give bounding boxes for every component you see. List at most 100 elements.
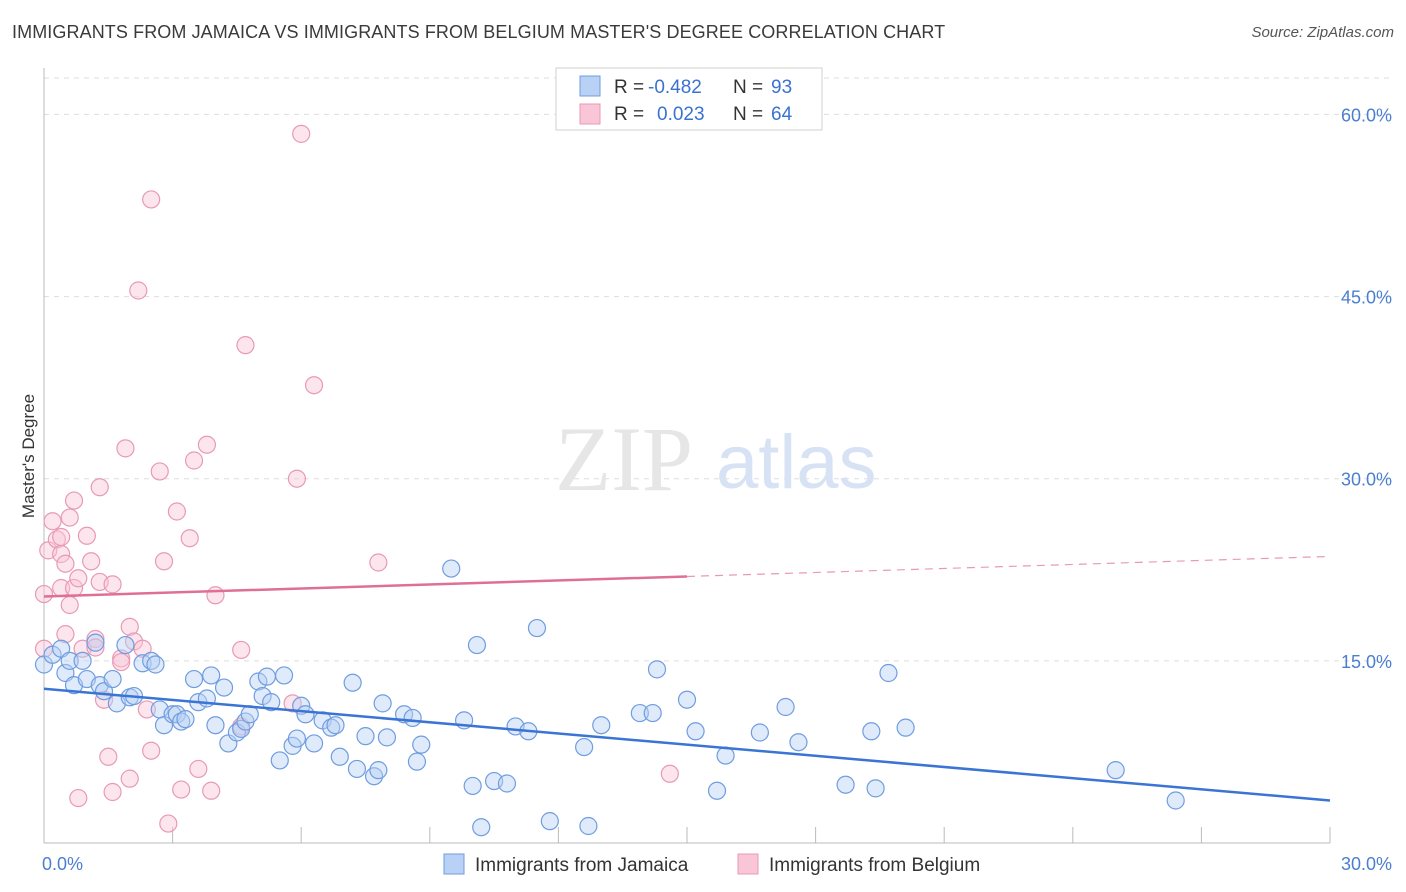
y-axis-label: Master's Degree — [19, 394, 38, 518]
point-jamaica — [789, 733, 808, 752]
series-belgium-points — [34, 124, 679, 833]
y-tick-label: 60.0% — [1341, 105, 1392, 125]
point-belgium — [86, 638, 105, 657]
point-jamaica — [116, 635, 135, 655]
point-jamaica — [836, 775, 855, 794]
point-jamaica — [527, 618, 547, 638]
point-belgium — [172, 780, 191, 799]
x-tick-label-max: 30.0% — [1341, 854, 1392, 874]
point-belgium — [120, 617, 139, 636]
point-jamaica — [686, 722, 705, 741]
chart-title: IMMIGRANTS FROM JAMAICA VS IMMIGRANTS FR… — [12, 22, 946, 42]
bottom-legend-swatch-jamaica — [443, 853, 465, 875]
point-belgium — [69, 569, 88, 588]
point-jamaica — [347, 759, 367, 779]
point-jamaica — [86, 633, 105, 652]
point-jamaica — [206, 716, 225, 735]
point-jamaica — [103, 669, 122, 689]
y-tick-label: 15.0% — [1341, 652, 1392, 672]
point-jamaica — [184, 669, 204, 689]
point-belgium — [56, 625, 75, 644]
point-jamaica — [862, 722, 881, 741]
watermark-atlas: atlas — [716, 420, 877, 505]
point-belgium — [142, 741, 161, 760]
point-belgium — [180, 529, 199, 548]
point-jamaica — [896, 718, 915, 737]
point-belgium — [660, 764, 679, 783]
point-jamaica — [442, 559, 461, 578]
point-belgium — [64, 491, 84, 510]
bottom-legend-swatch-belgium — [737, 853, 759, 875]
point-jamaica — [467, 635, 487, 655]
point-jamaica — [176, 710, 195, 729]
point-belgium — [60, 595, 79, 615]
point-jamaica — [73, 651, 92, 670]
point-belgium — [103, 575, 122, 594]
legend-r-label-jamaica: R = — [614, 77, 644, 98]
point-jamaica — [879, 663, 898, 683]
point-jamaica — [463, 776, 482, 796]
point-belgium — [129, 281, 148, 300]
point-jamaica — [403, 708, 422, 728]
point-belgium — [154, 552, 174, 571]
legend-r-value-jamaica: -0.482 — [648, 77, 702, 98]
point-belgium — [112, 652, 131, 672]
point-jamaica — [326, 716, 345, 735]
point-belgium — [167, 502, 186, 521]
point-jamaica — [776, 697, 795, 717]
trend-line-jamaica — [43, 687, 1331, 802]
point-belgium — [202, 781, 221, 800]
point-belgium — [292, 124, 311, 143]
point-jamaica — [579, 816, 598, 836]
point-jamaica — [592, 716, 611, 735]
point-belgium — [150, 462, 169, 481]
y-tick-label: 45.0% — [1341, 288, 1392, 308]
trend-lines — [43, 555, 1331, 802]
point-jamaica — [866, 779, 885, 798]
y-tick-label: 30.0% — [1341, 470, 1392, 490]
bottom-legend-label-belgium: Immigrants from Belgium — [769, 855, 980, 876]
point-jamaica — [1106, 761, 1125, 780]
point-jamaica — [677, 690, 697, 709]
point-belgium — [82, 552, 101, 571]
point-belgium — [137, 700, 156, 719]
legend-r-value-belgium: 0.023 — [657, 104, 705, 125]
point-jamaica — [575, 737, 594, 757]
bottom-legend-label-jamaica: Immigrants from Jamaica — [475, 855, 689, 876]
point-belgium — [184, 451, 204, 470]
point-jamaica — [750, 723, 769, 742]
gridlines — [44, 77, 1392, 662]
source-label: Source: ZipAtlas.com — [1251, 24, 1394, 41]
point-belgium — [232, 640, 251, 660]
point-jamaica — [630, 703, 649, 723]
point-belgium — [120, 769, 139, 788]
point-jamaica — [412, 735, 431, 754]
x-axis-ticks — [172, 827, 1331, 843]
point-belgium — [236, 336, 255, 355]
point-jamaica — [540, 812, 559, 831]
legend-n-value-jamaica: 93 — [771, 77, 792, 98]
point-belgium — [52, 544, 71, 564]
point-belgium — [60, 508, 79, 527]
point-jamaica — [262, 693, 281, 712]
legend-n-label-jamaica: N = — [733, 77, 763, 98]
point-belgium — [142, 190, 161, 209]
point-jamaica — [643, 703, 662, 723]
point-jamaica — [647, 660, 667, 679]
point-jamaica — [330, 747, 349, 766]
y-tick-labels: 15.0% 30.0% 45.0% 60.0% — [1341, 105, 1392, 671]
point-belgium — [116, 439, 135, 458]
legend-swatch-jamaica — [579, 75, 601, 97]
bottom-legend: Immigrants from Jamaica Immigrants from … — [443, 853, 980, 876]
point-belgium — [77, 526, 96, 545]
point-belgium — [43, 512, 62, 531]
point-jamaica — [707, 781, 727, 800]
point-jamaica — [296, 705, 315, 724]
point-belgium — [287, 469, 307, 488]
trend-line-belgium — [43, 575, 688, 598]
watermark-zip: ZIP — [555, 408, 693, 510]
x-tick-label-min: 0.0% — [42, 854, 83, 874]
point-belgium — [56, 554, 75, 573]
point-jamaica — [377, 728, 397, 747]
